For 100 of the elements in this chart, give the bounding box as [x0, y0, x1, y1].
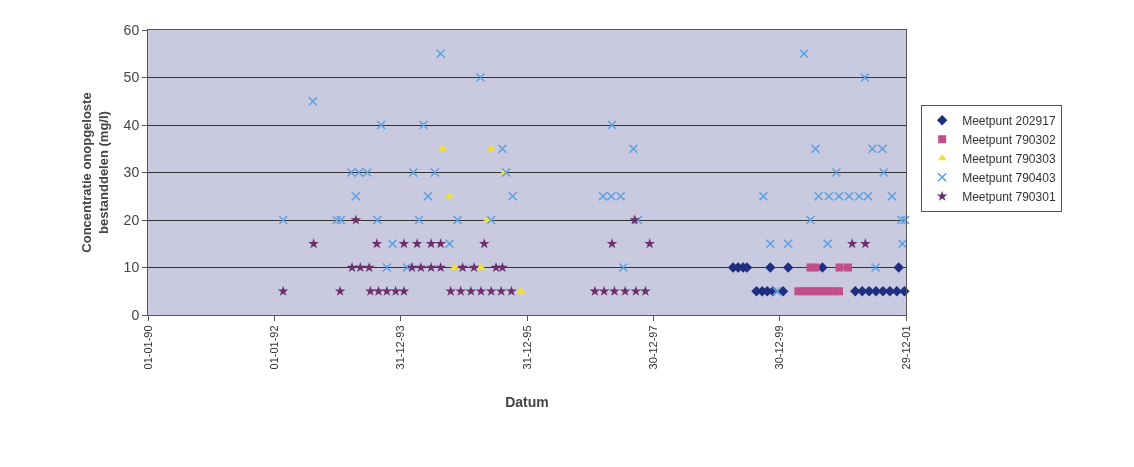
point — [411, 238, 423, 249]
point — [805, 215, 816, 225]
point — [308, 96, 318, 107]
point — [644, 238, 656, 249]
point — [497, 143, 508, 154]
point — [860, 72, 870, 83]
point — [476, 263, 486, 270]
point — [350, 214, 362, 225]
point — [465, 285, 477, 296]
point — [425, 238, 437, 249]
point — [628, 143, 639, 154]
point — [406, 261, 418, 273]
x-tick-label: 30-12-97 — [646, 325, 659, 370]
point — [887, 191, 897, 202]
point — [351, 191, 361, 202]
x-tick-label: 29-12-01 — [899, 325, 912, 370]
point — [844, 263, 853, 272]
point — [308, 238, 319, 249]
y-tick-label: 60 — [123, 21, 140, 38]
point — [896, 215, 907, 225]
point — [371, 238, 383, 249]
point — [810, 143, 821, 154]
y-tick-label: 30 — [123, 164, 140, 181]
point — [414, 215, 424, 225]
point — [607, 120, 617, 130]
point — [457, 261, 468, 273]
point — [335, 215, 346, 225]
point — [425, 261, 437, 273]
point — [506, 285, 517, 296]
point — [398, 285, 410, 296]
point — [606, 238, 618, 249]
point — [398, 238, 410, 249]
point — [633, 215, 643, 225]
point — [445, 285, 457, 296]
point — [452, 215, 463, 225]
point — [435, 48, 446, 59]
y-tick-label: 50 — [123, 69, 140, 86]
point — [435, 238, 446, 249]
legend-label: Meetpunt 790303 — [962, 151, 1056, 166]
point — [387, 238, 398, 249]
point — [497, 261, 508, 273]
y-tick-label: 40 — [123, 116, 140, 133]
point — [771, 286, 782, 297]
point — [372, 215, 383, 225]
point — [418, 120, 429, 130]
legend-label: Meetpunt 202917 — [962, 113, 1056, 128]
point — [455, 285, 467, 296]
point — [831, 167, 842, 178]
point — [900, 215, 910, 225]
point — [332, 215, 342, 225]
point — [355, 261, 366, 273]
point — [475, 285, 487, 296]
point — [799, 48, 809, 59]
point — [475, 72, 486, 83]
legend-label: Meetpunt 790301 — [962, 189, 1056, 204]
point — [334, 285, 346, 296]
point — [783, 238, 793, 249]
point — [444, 238, 455, 249]
legend-label: Meetpunt 790302 — [962, 132, 1056, 147]
point — [765, 238, 776, 249]
point — [376, 120, 386, 130]
point — [365, 285, 376, 296]
point — [478, 238, 490, 249]
x-tick-label: 31-12-93 — [394, 325, 407, 370]
y-tick-label: 0 — [131, 306, 140, 323]
point — [486, 215, 496, 225]
y-tick-label: 10 — [123, 259, 140, 276]
legend-label: Meetpunt 790403 — [962, 170, 1056, 185]
point — [390, 285, 401, 296]
point — [402, 262, 412, 273]
point — [609, 285, 620, 296]
point — [423, 191, 433, 202]
point — [430, 167, 440, 178]
point — [893, 262, 904, 273]
point — [758, 191, 769, 202]
point — [278, 215, 288, 225]
point — [415, 261, 427, 273]
point — [835, 263, 844, 272]
x-tick-label: 01-01-92 — [267, 325, 280, 370]
point — [870, 262, 881, 273]
point — [860, 238, 871, 249]
point — [899, 286, 910, 297]
point — [811, 263, 820, 272]
y-tick-label: 20 — [123, 211, 140, 228]
x-tick-label: 31-12-95 — [520, 325, 533, 370]
point — [486, 144, 496, 151]
x-tick-label: 30-12-99 — [773, 325, 786, 370]
point — [878, 167, 889, 178]
point — [765, 262, 776, 273]
point — [640, 285, 651, 296]
point — [782, 262, 794, 273]
y-axis-title: Concentratie onopgeloste bestanddelen (mg/l) — [78, 92, 111, 253]
point — [629, 214, 640, 225]
point — [777, 286, 789, 297]
point — [835, 287, 844, 296]
point — [507, 191, 518, 202]
point — [618, 262, 629, 273]
x-axis-title: Datum — [505, 393, 549, 410]
x-tick-label: 01-01-90 — [141, 325, 154, 370]
point — [408, 167, 419, 178]
